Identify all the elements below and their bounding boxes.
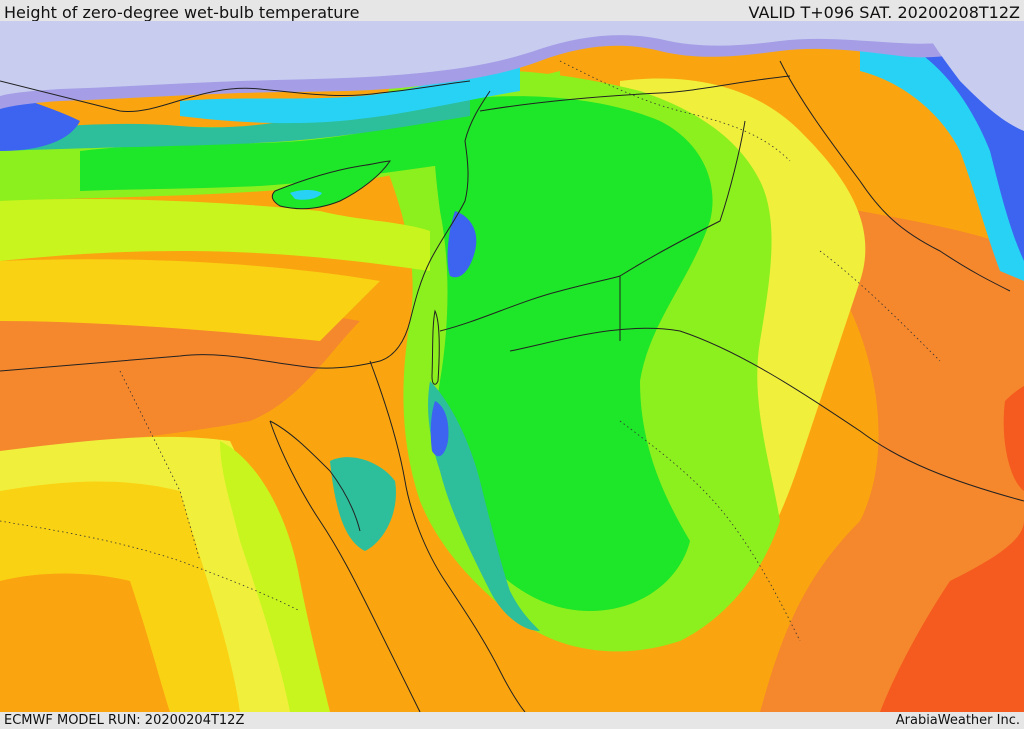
border-egypt-israel <box>369 360 406 482</box>
dead-sea <box>431 309 440 385</box>
coastline-persian-gulf <box>779 60 1011 292</box>
admin-border-dotted-4 <box>0 520 301 612</box>
border-saudi-iraq <box>509 327 1024 502</box>
contour-teal-jordan <box>428 381 540 631</box>
map-title: Height of zero-degree wet-bulb temperatu… <box>4 3 360 22</box>
coastline-med <box>0 80 471 113</box>
contour-teal-coast <box>0 81 470 151</box>
valid-time-label: VALID T+096 SAT. 20200208T12Z <box>748 3 1020 22</box>
footer-bar: ECMWF MODEL RUN: 20200204T12Z ArabiaWeat… <box>0 712 1024 729</box>
admin-border-dotted-3 <box>619 420 801 642</box>
contour-red-orange-right <box>1003 386 1024 491</box>
admin-border-dotted-2 <box>559 60 791 162</box>
border-jordan <box>439 275 621 341</box>
border-iraq-syria <box>619 120 746 277</box>
title-bar: Height of zero-degree wet-bulb temperatu… <box>0 0 1024 22</box>
credit-label: ArabiaWeather Inc. <box>895 713 1020 728</box>
coastline-gulf-suez <box>269 420 361 532</box>
contour-pale-east <box>920 21 1024 131</box>
cyprus-cyan-patch <box>290 190 322 200</box>
contour-teal-sinai <box>330 457 396 551</box>
contour-orange-med <box>0 259 380 341</box>
contour-cyan-turkey <box>180 61 520 124</box>
contour-yellow-green-strip <box>220 441 330 712</box>
contour-pale-top <box>0 21 1024 96</box>
model-run-label: ECMWF MODEL RUN: 20200204T12Z <box>4 713 245 728</box>
contour-green-core <box>434 96 713 612</box>
coastline-north-africa <box>0 90 491 372</box>
contour-orange-redsea <box>330 521 540 712</box>
border-syria <box>479 75 791 112</box>
contour-orange-coast <box>0 573 170 712</box>
forecast-map[interactable] <box>0 21 1024 712</box>
contour-red-orange-east <box>880 521 1024 712</box>
contour-yellow-green-med <box>0 199 430 271</box>
contour-blue-lebanon <box>447 211 477 278</box>
coastline-red-sea-east <box>404 480 526 712</box>
coastline-red-sea-west <box>269 420 421 712</box>
contour-blue-aegean <box>0 91 80 151</box>
contour-blue-jordan <box>430 401 449 457</box>
